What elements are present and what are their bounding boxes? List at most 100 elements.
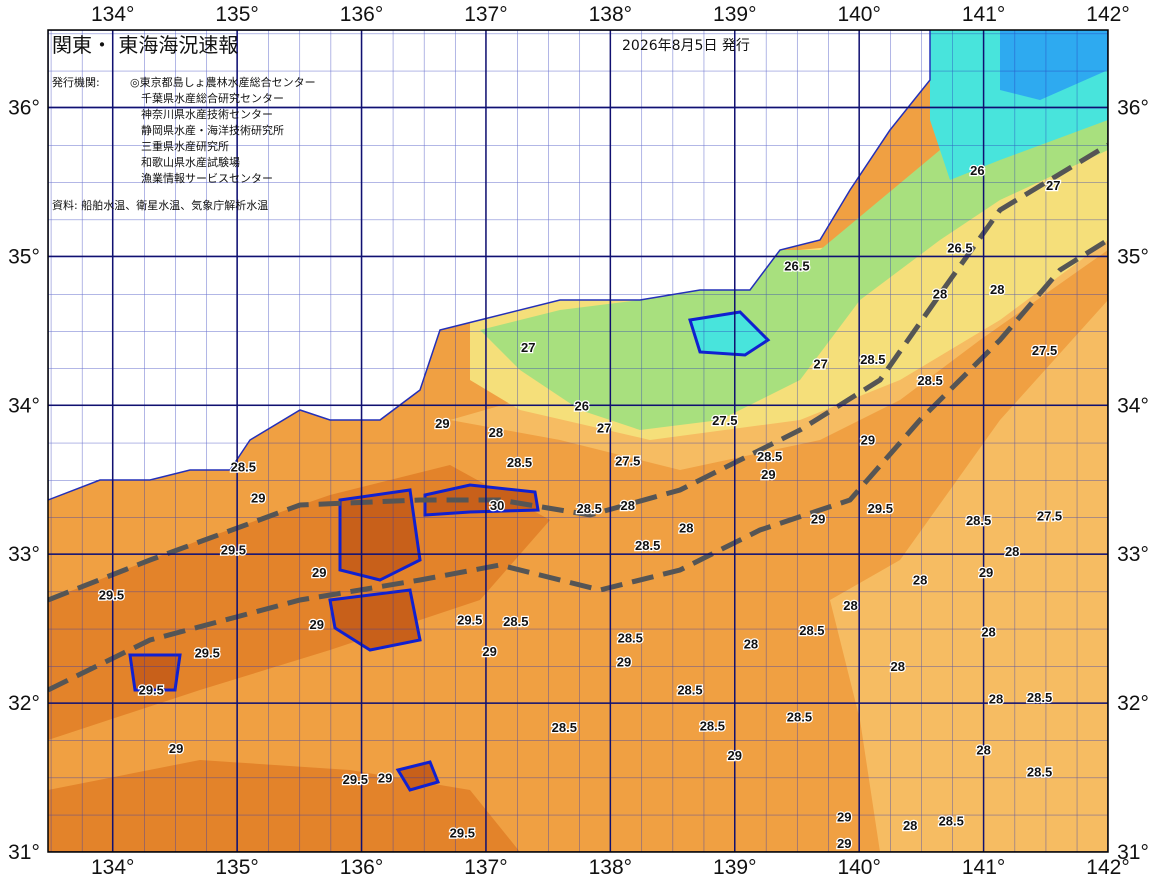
x-tick-label: 142° [1086, 3, 1129, 26]
contour-label: 29.5 [868, 501, 893, 516]
x-tick-label: 135° [215, 856, 258, 879]
contour-label: 28 [679, 520, 693, 535]
contour-label: 28.5 [1027, 765, 1052, 780]
contour-label: 28.5 [860, 352, 885, 367]
contour-label: 26.5 [947, 240, 972, 255]
current-axis [48, 142, 1108, 603]
y-tick-label: 36° [1117, 96, 1149, 119]
y-tick-label: 34° [1117, 394, 1149, 417]
contour-label: 27.5 [1032, 343, 1057, 358]
contour-label: 28 [1005, 544, 1019, 559]
contour-label: 28.5 [677, 683, 702, 698]
minor-grid [48, 30, 1108, 852]
contour-label: 29 [837, 809, 851, 824]
contour-label: 29.5 [221, 543, 246, 558]
issue-date: 2026年8月5日 発行 [622, 38, 750, 54]
contour-label: 29.5 [450, 826, 475, 841]
contour-label: 29 [861, 433, 875, 448]
contour-label: 28.5 [757, 449, 782, 464]
contour-label: 29.5 [457, 613, 482, 628]
agency-name: 漁業情報サービスセンター [141, 171, 273, 185]
x-tick-label: 140° [837, 3, 880, 26]
x-tick-label: 139° [713, 856, 756, 879]
y-tick-label: 35° [8, 245, 40, 268]
contour-label: 28 [990, 282, 1004, 297]
contour-label: 27 [813, 357, 827, 372]
contour-label: 29 [617, 654, 631, 669]
contour-label: 30 [490, 498, 504, 513]
contour-label: 28 [933, 287, 947, 302]
x-tick-label: 134° [91, 3, 134, 26]
contour-label: 28.5 [507, 455, 532, 470]
contour-label: 29.5 [139, 683, 164, 698]
x-tick-label: 136° [340, 3, 383, 26]
agency-name: 和歌山県水産試験場 [141, 155, 240, 169]
x-tick-label: 137° [464, 856, 507, 879]
contour-label: 27 [597, 421, 611, 436]
contour-label: 28 [891, 659, 905, 674]
contour-label: 27.5 [712, 413, 737, 428]
contour-label: 29 [169, 741, 183, 756]
x-tick-label: 134° [91, 856, 134, 879]
agency-name: 神奈川県水産技術センター [141, 107, 273, 121]
contour-label: 28.5 [577, 501, 602, 516]
contour-label: 28.5 [635, 538, 660, 553]
contour-label: 27.5 [1037, 508, 1062, 523]
x-tick-label: 141° [962, 3, 1005, 26]
y-tick-label: 36° [8, 96, 40, 119]
y-tick-label: 33° [1117, 543, 1149, 566]
y-tick-label: 34° [8, 394, 40, 417]
contour-label: 28.5 [1027, 690, 1052, 705]
contour-label: 29 [979, 565, 993, 580]
contour-label: 28 [744, 637, 758, 652]
contour-label: 29 [811, 511, 825, 526]
contour-label: 26 [970, 163, 984, 178]
contour-label: 28.5 [966, 513, 991, 528]
contour-label: 29 [309, 617, 323, 632]
agency-name: 三重県水産研究所 [141, 139, 229, 153]
contour-label: 29.5 [195, 645, 220, 660]
contour-labels: 28 29 28.5 28.5 29 29.5 29.5 29 30 28.5 28 28 27 27 26… [98, 162, 1064, 852]
contour-label: 29.5 [343, 772, 368, 787]
contour-label: 29.5 [99, 587, 124, 602]
x-tick-label: 141° [962, 856, 1005, 879]
title: 関東・ 東海海況速報 [52, 33, 238, 57]
contour-label: 28.5 [787, 709, 812, 724]
axes: 134° 134° 135° 135° 136° 136° 137° 137° 138° 138°… [8, 3, 1149, 879]
contour-label: 28.5 [939, 814, 964, 829]
contour-label: 28.5 [799, 623, 824, 638]
x-tick-label: 140° [837, 856, 880, 879]
map-frame [47, 29, 1109, 853]
x-tick-label: 142° [1086, 856, 1129, 879]
contour-label: 28.5 [700, 718, 725, 733]
x-tick-label: 135° [215, 3, 258, 26]
contour-label: 28.5 [503, 614, 528, 629]
contour-label: 26.5 [784, 258, 809, 273]
agency-name: ◎東京都島しょ農林水産総合センター [130, 75, 316, 89]
y-tick-label: 32° [1117, 692, 1149, 715]
contour-label: 27 [521, 340, 535, 355]
contour-label: 29 [761, 467, 775, 482]
contour-label: 28.5 [552, 720, 577, 735]
contour-label: 28 [621, 498, 635, 513]
x-tick-label: 138° [589, 856, 632, 879]
contour-label: 28 [913, 572, 927, 587]
contour-label: 26 [574, 398, 588, 413]
contour-label: 29 [312, 565, 326, 580]
x-tick-label: 139° [713, 3, 756, 26]
contour-label: 28 [976, 742, 990, 757]
contour-label: 29 [378, 771, 392, 786]
current-axis [48, 237, 1108, 693]
contour-label: 28 [903, 818, 917, 833]
agency-list: ◎東京都島しょ農林水産総合センター千葉県水産総合研究センター神奈川県水産技術セン… [130, 75, 316, 185]
y-tick-label: 32° [8, 692, 40, 715]
contour-label: 27.5 [615, 453, 640, 468]
x-tick-label: 136° [340, 856, 383, 879]
contour-label: 28 [489, 425, 503, 440]
agencies-label: 発行機関: [52, 75, 100, 89]
y-tick-label: 33° [8, 543, 40, 566]
agency-name: 静岡県水産・海洋技術研究所 [141, 123, 284, 137]
contour-label: 29 [251, 491, 265, 506]
contour-label: 28 [989, 692, 1003, 707]
